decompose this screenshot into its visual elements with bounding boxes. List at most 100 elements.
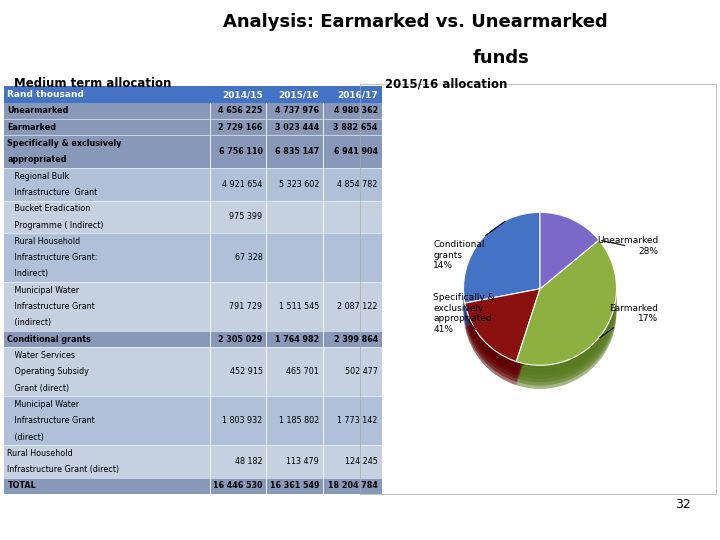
Wedge shape	[540, 212, 599, 289]
Text: Conditional grants: Conditional grants	[7, 335, 91, 343]
Wedge shape	[464, 222, 540, 313]
Bar	[323, 445, 382, 478]
Point	[319, 491, 328, 497]
Text: Indirect): Indirect)	[7, 269, 48, 279]
Bar	[323, 168, 382, 200]
Bar	[4, 200, 210, 233]
Bar	[4, 136, 210, 168]
Point	[262, 197, 271, 204]
Bar	[266, 86, 323, 103]
Wedge shape	[540, 222, 599, 299]
Point	[205, 344, 214, 350]
Bar	[323, 331, 382, 347]
Point	[262, 475, 271, 481]
Point	[205, 230, 214, 237]
Text: 16 361 549: 16 361 549	[270, 482, 319, 490]
Text: 2 087 122: 2 087 122	[337, 302, 378, 311]
Bar	[323, 347, 382, 396]
Point	[262, 197, 271, 204]
Text: 791 729: 791 729	[230, 302, 263, 311]
Bar	[4, 86, 210, 103]
Point	[319, 328, 328, 334]
Wedge shape	[465, 295, 540, 368]
Bar	[266, 103, 323, 119]
Wedge shape	[540, 236, 599, 313]
Text: 6 756 110: 6 756 110	[219, 147, 263, 156]
Bar	[210, 396, 266, 445]
Point	[205, 393, 214, 400]
Bar	[266, 396, 323, 445]
Bar	[323, 136, 382, 168]
Bar	[4, 396, 210, 445]
Point	[262, 132, 271, 139]
Point	[205, 279, 214, 285]
Bar	[323, 396, 382, 445]
Point	[262, 393, 271, 400]
Point	[262, 230, 271, 237]
Text: 2014/15: 2014/15	[222, 90, 263, 99]
Text: 4 854 782: 4 854 782	[338, 180, 378, 189]
Point	[319, 230, 328, 237]
Bar	[266, 282, 323, 331]
Point	[319, 99, 328, 106]
Bar	[266, 233, 323, 282]
Text: 16 446 530: 16 446 530	[213, 482, 263, 490]
Wedge shape	[465, 309, 540, 382]
Bar	[266, 119, 323, 136]
Text: 48 182: 48 182	[235, 457, 263, 466]
Text: Earmarked
17%: Earmarked 17%	[600, 304, 658, 338]
Point	[319, 344, 328, 350]
Point	[319, 279, 328, 285]
Bar	[210, 347, 266, 396]
Text: 6 835 147: 6 835 147	[275, 147, 319, 156]
Text: Grant (direct): Grant (direct)	[7, 383, 70, 393]
Wedge shape	[516, 240, 616, 365]
Text: 1 185 802: 1 185 802	[279, 416, 319, 425]
Bar	[323, 233, 382, 282]
Wedge shape	[540, 226, 599, 302]
Point	[205, 279, 214, 285]
Wedge shape	[540, 215, 599, 292]
Text: Toll Free: 0800 200 200    www.dwa.gov.za: Toll Free: 0800 200 200 www.dwa.gov.za	[451, 520, 643, 529]
Wedge shape	[540, 233, 599, 309]
Wedge shape	[465, 313, 540, 385]
Point	[319, 165, 328, 171]
Bar	[323, 86, 382, 103]
Text: TOTAL: TOTAL	[7, 482, 36, 490]
Point	[319, 116, 328, 122]
Bar	[210, 445, 266, 478]
Text: 32: 32	[675, 498, 691, 511]
Wedge shape	[464, 212, 540, 303]
Text: Infrastructure Grant:: Infrastructure Grant:	[7, 253, 98, 262]
Wedge shape	[516, 253, 616, 379]
Wedge shape	[465, 299, 540, 372]
Text: 18 204 784: 18 204 784	[328, 482, 378, 490]
Bar	[266, 478, 323, 494]
Text: Specifically & exclusively: Specifically & exclusively	[7, 139, 122, 148]
Bar	[323, 103, 382, 119]
Point	[319, 344, 328, 350]
Text: Water Services: Water Services	[7, 351, 76, 360]
Bar	[4, 282, 210, 331]
Bar	[4, 103, 210, 119]
Wedge shape	[516, 244, 616, 369]
Point	[205, 475, 214, 481]
Wedge shape	[464, 229, 540, 320]
Text: 3 882 654: 3 882 654	[333, 123, 378, 132]
Bar	[266, 200, 323, 233]
Point	[205, 393, 214, 400]
Text: 452 915: 452 915	[230, 367, 263, 376]
Text: Unearmarked
28%: Unearmarked 28%	[597, 237, 658, 256]
Bar	[210, 136, 266, 168]
Wedge shape	[465, 306, 540, 379]
Text: 2 399 864: 2 399 864	[333, 335, 378, 343]
Wedge shape	[516, 264, 616, 389]
Point	[205, 165, 214, 171]
Point	[262, 442, 271, 448]
Point	[262, 279, 271, 285]
Point	[319, 475, 328, 481]
Bar	[266, 331, 323, 347]
Text: 1 773 142: 1 773 142	[338, 416, 378, 425]
Point	[319, 116, 328, 122]
Text: 2015/16 allocation: 2015/16 allocation	[385, 77, 508, 90]
